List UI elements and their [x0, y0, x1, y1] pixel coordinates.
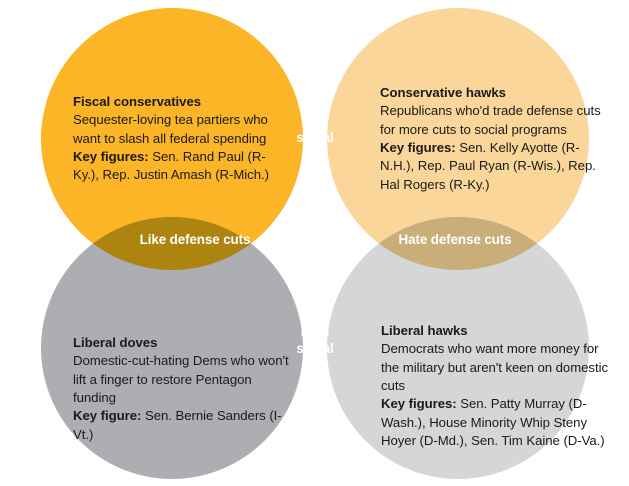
circle-liberal-hawks	[327, 217, 589, 479]
overlap-label-hate-social-cuts: Hate social cuts	[296, 324, 334, 372]
circle-liberal-doves	[41, 217, 303, 479]
quadrant-description-fiscal-conservatives: Sequester-loving tea partiers who want t…	[73, 112, 272, 146]
quadrant-key-label-liberal-hawks: Key figures:	[381, 396, 457, 412]
quadrant-title-liberal-hawks: Liberal hawks	[381, 322, 468, 338]
quadrant-liberal-hawks: Liberal hawks Democrats who want more mon…	[381, 285, 613, 469]
quadrant-fiscal-conservatives: Fiscal conservatives Sequester-loving tea…	[73, 56, 288, 203]
quadrant-description-liberal-doves: Domestic-cut-hating Dems who won't lift …	[73, 353, 293, 406]
quadrant-liberal-doves: Liberal doves Domestic-cut-hating Dems wh…	[73, 297, 291, 463]
circle-fiscal-conservatives	[41, 8, 303, 270]
quadrant-title-fiscal-conservatives: Fiscal conservatives	[73, 93, 202, 109]
overlap-label-like-social-cuts: Like social cuts	[296, 113, 334, 161]
quadrant-key-people-conservative-hawks: Sen. Kelly Ayotte (R-N.H.), Rep. Paul Ry…	[380, 140, 600, 192]
circle-conservative-hawks	[327, 8, 589, 270]
quadrant-conservative-hawks: Conservative hawks Republicans who'd trad…	[380, 47, 608, 213]
quadrant-key-label-conservative-hawks: Key figures:	[380, 140, 456, 156]
quadrant-description-conservative-hawks: Republicans who'd trade defense cuts for…	[380, 103, 605, 137]
quadrant-key-label-liberal-doves: Key figure:	[73, 408, 142, 424]
quadrant-key-people-liberal-hawks: Sen. Patty Murray (D-Wash.), House Minor…	[381, 396, 605, 449]
quadrant-title-conservative-hawks: Conservative hawks	[380, 84, 506, 100]
quadrant-key-people-liberal-doves: Sen. Bernie Sanders (I-Vt.)	[73, 408, 282, 442]
overlap-label-hate-defense-cuts: Hate defense cuts	[398, 232, 512, 247]
quadrant-title-liberal-doves: Liberal doves	[73, 334, 158, 350]
quadrant-key-label-fiscal-conservatives: Key figures:	[73, 149, 149, 165]
quadrant-description-liberal-hawks: Democrats who want more money for the mi…	[381, 341, 612, 394]
quadrant-key-people-fiscal-conservatives: Sen. Rand Paul (R-Ky.), Rep. Justin Amas…	[73, 149, 269, 183]
overlap-label-like-defense-cuts: Like defense cuts	[139, 232, 251, 247]
